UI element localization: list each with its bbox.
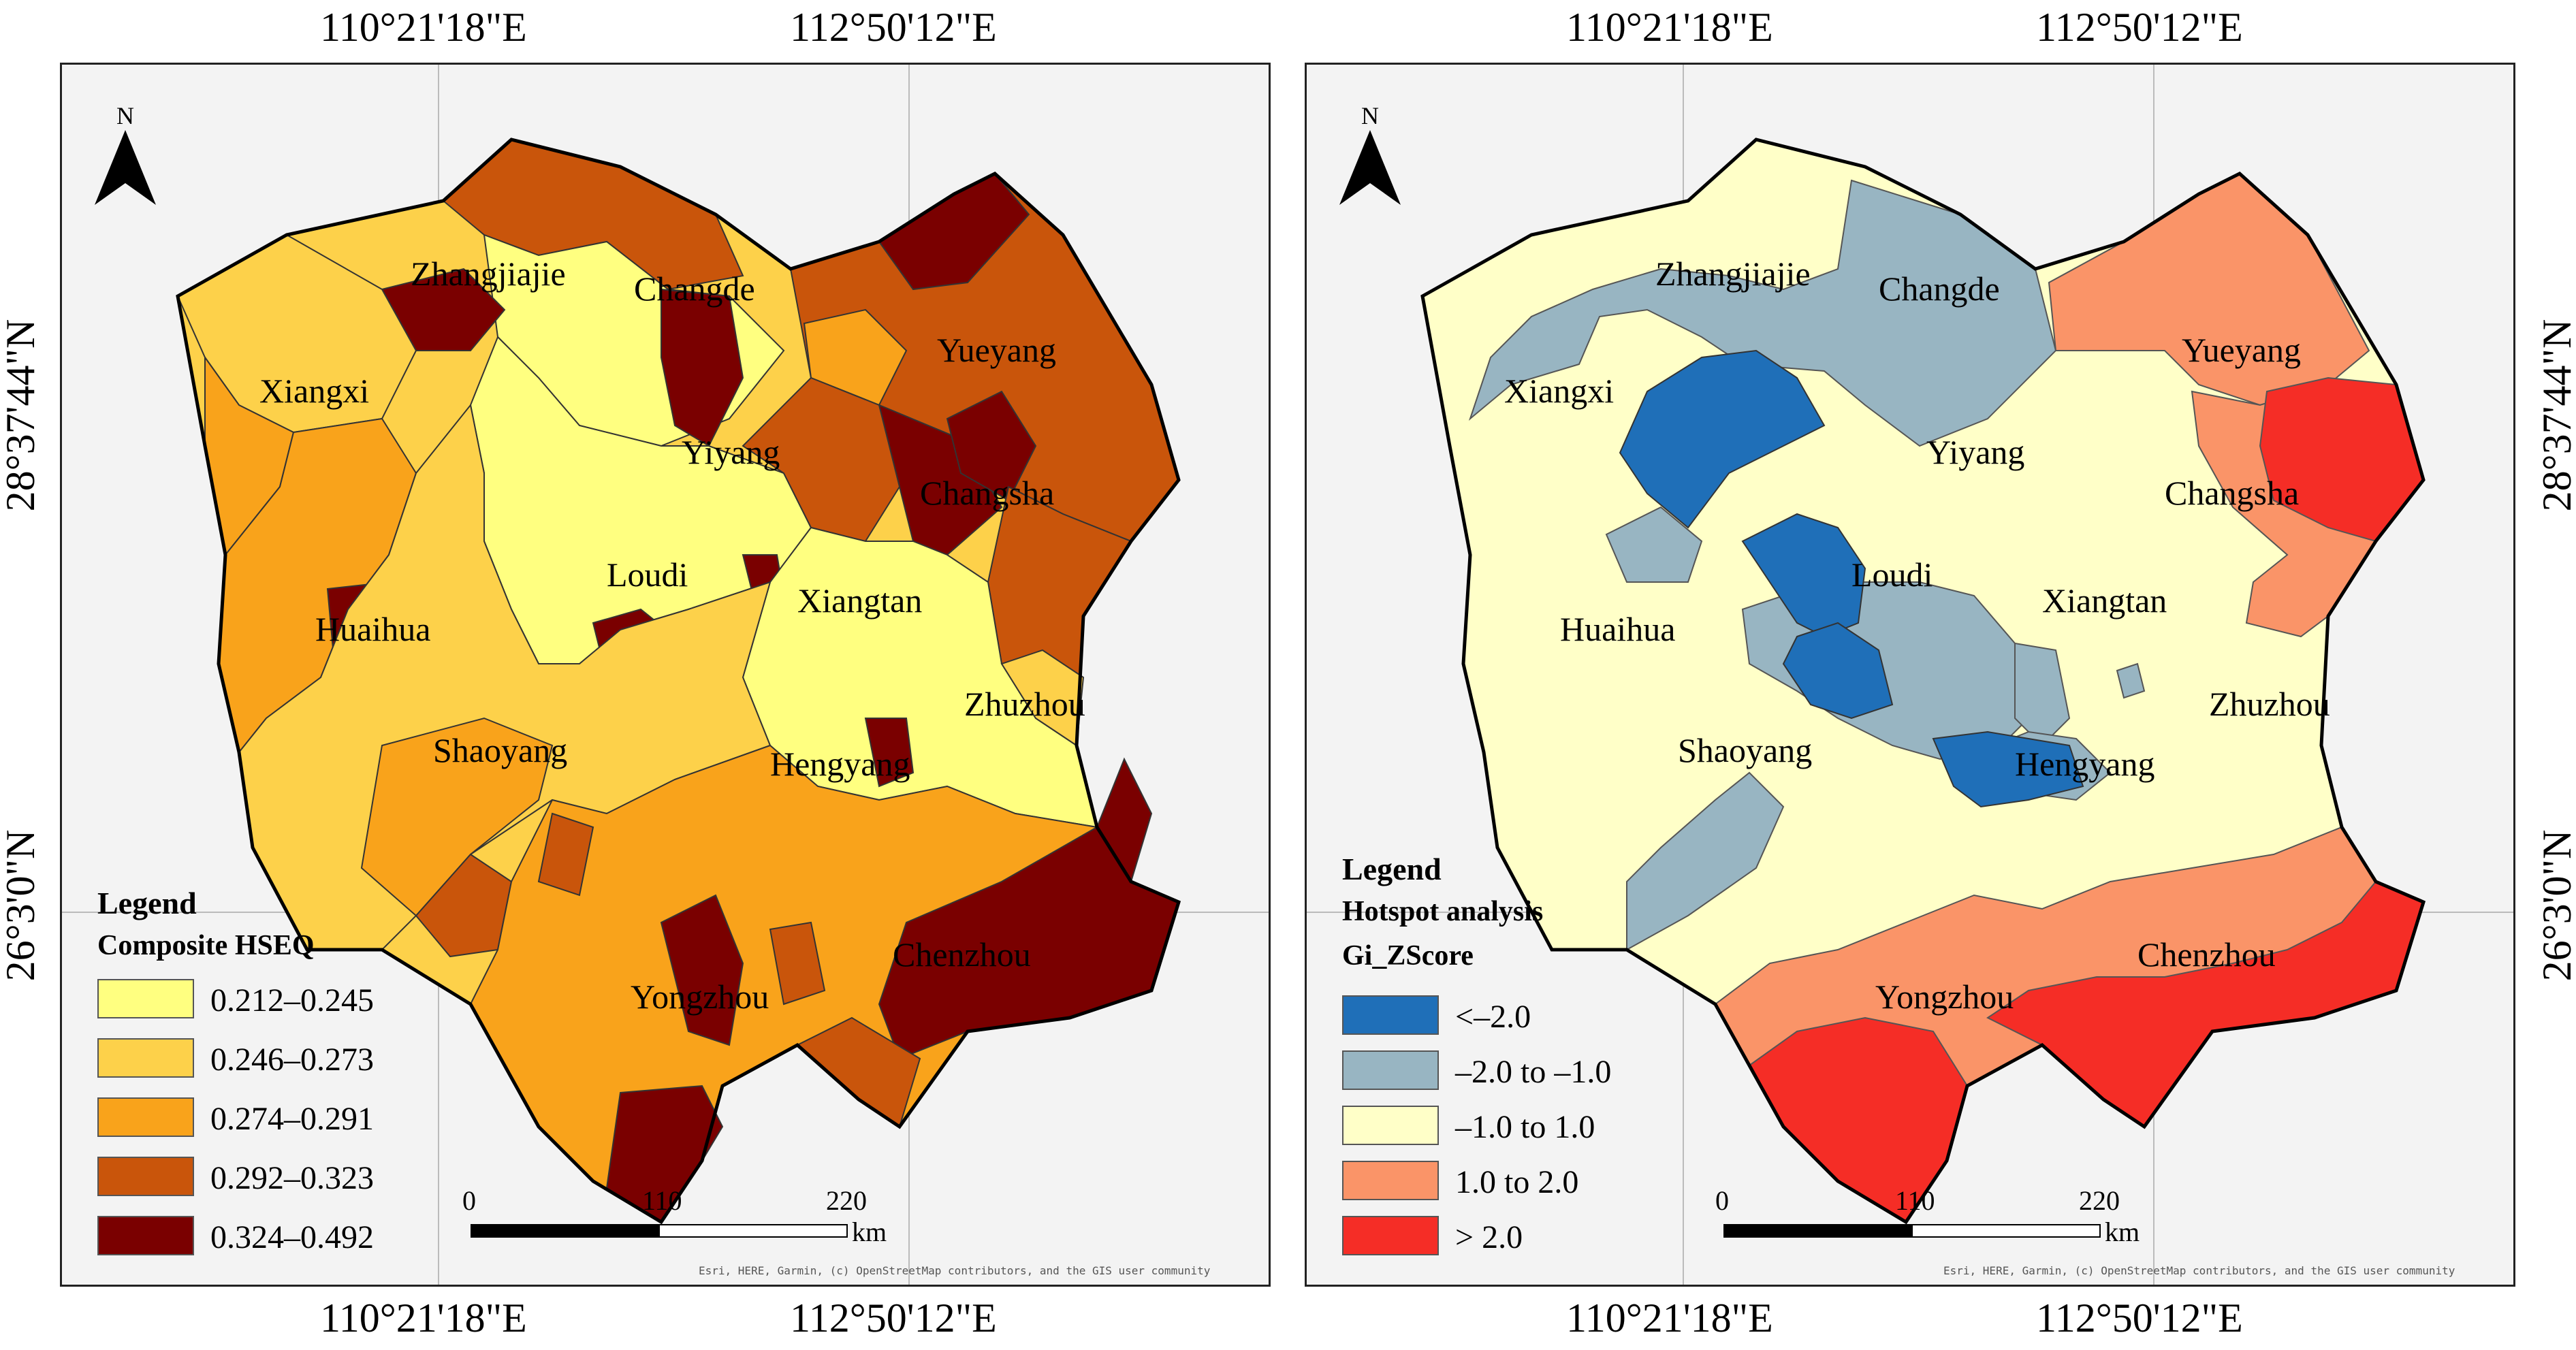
legend-title: Legend	[1342, 852, 1442, 886]
city-label: Hengyang	[2015, 745, 2155, 783]
city-label: Xiangxi	[259, 372, 370, 410]
legend-swatch	[97, 1157, 194, 1196]
legend-label: –2.0 to –1.0	[1455, 1054, 1612, 1090]
legend-swatch	[97, 1216, 194, 1255]
left-map-canvas	[62, 65, 1269, 1285]
north-arrow-icon	[95, 130, 156, 205]
north-arrow-left: N	[95, 101, 156, 208]
scale-tick: 0	[462, 1185, 476, 1216]
city-label: Xiangtan	[2042, 581, 2167, 620]
scale-tick: 110	[1895, 1185, 1935, 1216]
scale-bar-white	[1911, 1224, 2101, 1238]
right-map-canvas	[1307, 65, 2513, 1285]
city-label: Yongzhou	[1875, 978, 2014, 1016]
city-label: Huaihua	[1560, 610, 1676, 648]
attribution: Esri, HERE, Garmin, (c) OpenStreetMap co…	[1943, 1264, 2455, 1277]
lon-label-bottom-right-1: 110°21'18"E	[1566, 1296, 1773, 1340]
left-map-panel: N Zhangjiajie Changde Xiangxi Yueyang Yi…	[60, 63, 1271, 1287]
city-label: Xiangxi	[1504, 372, 1615, 410]
city-label: Hengyang	[770, 745, 910, 783]
legend-label: –1.0 to 1.0	[1455, 1109, 1595, 1145]
city-label: Xiangtan	[797, 581, 923, 620]
legend-swatch	[1342, 1216, 1439, 1255]
scale-tick: 110	[642, 1185, 682, 1216]
legend-subtitle: Hotspot analysis	[1342, 896, 1544, 927]
city-label: Changsha	[2165, 474, 2300, 512]
city-label: Huaihua	[315, 610, 431, 648]
right-map-panel: N Zhangjiajie Changde Xiangxi Yueyang Yi…	[1305, 63, 2515, 1287]
city-label: Yueyang	[2182, 331, 2301, 369]
legend-label: 0.292–0.323	[210, 1160, 374, 1196]
city-label: Shaoyang	[433, 731, 568, 769]
city-label: Zhuzhou	[964, 685, 1085, 723]
legend-swatch	[97, 979, 194, 1018]
attribution: Esri, HERE, Garmin, (c) OpenStreetMap co…	[699, 1264, 1211, 1277]
north-arrow-icon	[1339, 130, 1401, 205]
city-label: Zhangjiajie	[411, 255, 566, 293]
scale-tick: 220	[826, 1185, 867, 1216]
city-label: Zhuzhou	[2209, 685, 2330, 723]
scale-tick: 220	[2079, 1185, 2120, 1216]
legend-swatch	[1342, 1161, 1439, 1200]
scale-bar-black	[1723, 1224, 1913, 1238]
city-label: Loudi	[1851, 556, 1933, 594]
legend-subtitle: Composite HSEQ	[97, 930, 315, 961]
city-label: Yiyang	[1926, 433, 2025, 471]
city-label: Loudi	[607, 556, 688, 594]
scale-tick: 0	[1715, 1185, 1729, 1216]
lat-label-right-lower: 26°3'0"N	[2534, 829, 2576, 982]
city-label: Chenzhou	[893, 935, 1031, 974]
city-label: Yiyang	[682, 433, 780, 471]
city-label: Shaoyang	[1678, 731, 1813, 769]
lon-label-top-left-1: 110°21'18"E	[320, 5, 527, 50]
legend-label: > 2.0	[1455, 1219, 1523, 1255]
city-label: Changde	[1879, 270, 2000, 308]
legend-label: 0.246–0.273	[210, 1042, 374, 1078]
legend-swatch	[1342, 1106, 1439, 1145]
lon-label-bottom-right-2: 112°50'12"E	[2036, 1296, 2243, 1340]
north-label: N	[1361, 102, 1379, 129]
lat-label-left-lower: 26°3'0"N	[0, 829, 43, 982]
city-label: Changde	[634, 270, 755, 308]
scale-bar-black	[471, 1224, 660, 1238]
north-label: N	[116, 102, 134, 129]
legend-label: 0.324–0.492	[210, 1219, 374, 1255]
lon-label-top-right-1: 110°21'18"E	[1566, 5, 1773, 50]
legend-swatch	[1342, 995, 1439, 1035]
legend-swatch	[97, 1097, 194, 1137]
legend-label: 0.212–0.245	[210, 982, 374, 1018]
legend-label: <–2.0	[1455, 999, 1531, 1035]
legend-title: Legend	[97, 886, 197, 920]
scale-bar: 0 110 220 km	[1715, 1185, 2200, 1253]
city-label: Yueyang	[937, 331, 1056, 369]
legend-label: 1.0 to 2.0	[1455, 1164, 1579, 1200]
lat-label-left-upper: 28°37'44"N	[0, 319, 43, 512]
lon-label-top-right-2: 112°50'12"E	[2036, 5, 2243, 50]
legend-subtitle: Gi_ZScore	[1342, 940, 1474, 971]
city-label: Zhangjiajie	[1655, 255, 1811, 293]
legend-swatch	[97, 1038, 194, 1078]
lon-label-bottom-left-2: 112°50'12"E	[790, 1296, 997, 1340]
lon-label-bottom-left-1: 110°21'18"E	[320, 1296, 527, 1340]
scale-unit: km	[852, 1217, 887, 1247]
scale-bar: 0 110 220 km	[462, 1185, 947, 1253]
lat-label-right-upper: 28°37'44"N	[2534, 319, 2576, 512]
scale-unit: km	[2105, 1217, 2140, 1247]
lon-label-top-left-2: 112°50'12"E	[790, 5, 997, 50]
north-arrow-right: N	[1339, 101, 1401, 208]
legend-label: 0.274–0.291	[210, 1101, 374, 1137]
city-label: Changsha	[920, 474, 1055, 512]
city-label: Chenzhou	[2137, 935, 2276, 974]
city-label: Yongzhou	[631, 978, 769, 1016]
scale-bar-white	[658, 1224, 848, 1238]
legend-swatch	[1342, 1050, 1439, 1090]
